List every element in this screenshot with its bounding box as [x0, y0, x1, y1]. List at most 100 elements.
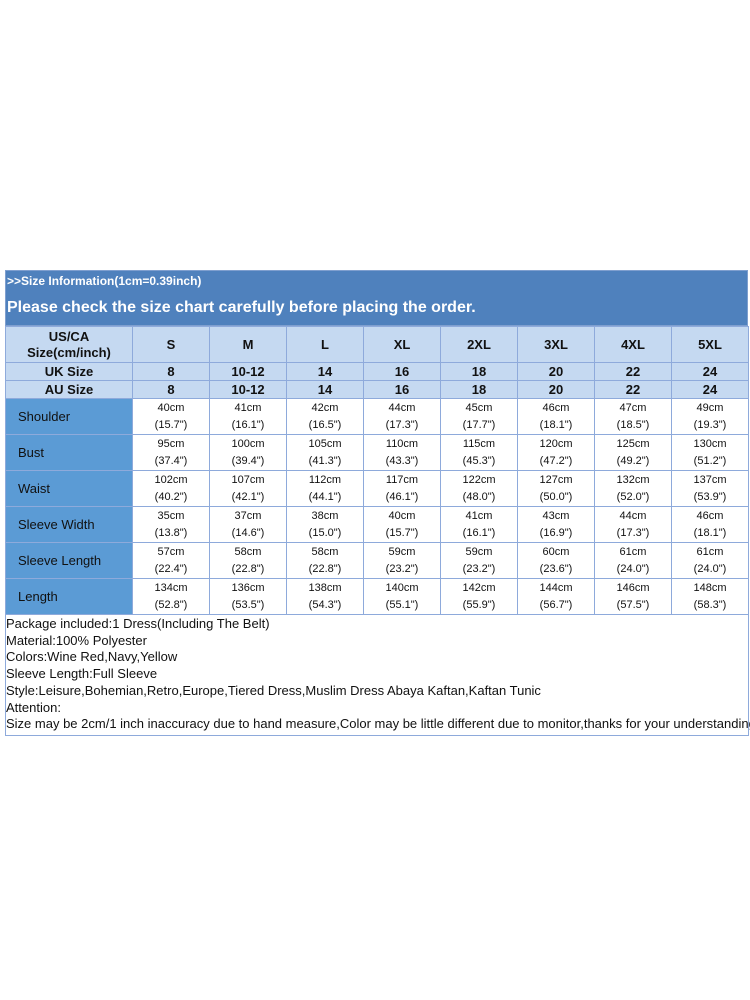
- cm-value: 132cm: [616, 474, 650, 486]
- cm-value: 140cm: [385, 582, 419, 594]
- measure-cell: 140cm (55.1"): [363, 578, 441, 615]
- note-line: Size may be 2cm/1 inch inaccuracy due to…: [6, 716, 750, 732]
- measure-cell: 45cm (17.7"): [440, 398, 518, 435]
- size-value: 24: [671, 362, 749, 381]
- size-value: 8: [132, 362, 210, 381]
- corner-text: Size(cm/inch): [27, 344, 111, 360]
- inch-value: (22.4"): [154, 563, 188, 575]
- size-row: UK Size 8 10-12 14 16 18 20 22 24: [5, 362, 749, 381]
- measure-cell: 59cm (23.2"): [363, 542, 441, 579]
- note-line: Attention:: [6, 699, 61, 715]
- inch-value: (39.4"): [231, 455, 265, 467]
- inch-value: (23.2"): [385, 563, 419, 575]
- measure-cell: 136cm (53.5"): [209, 578, 287, 615]
- cm-value: 57cm: [157, 546, 185, 558]
- inch-value: (47.2"): [539, 455, 573, 467]
- cm-value: 127cm: [539, 474, 573, 486]
- inch-value: (23.2"): [462, 563, 496, 575]
- measure-cell: 127cm (50.0"): [517, 470, 595, 507]
- measure-cell: 134cm (52.8"): [132, 578, 210, 615]
- cm-value: 44cm: [388, 402, 416, 414]
- size-value: 20: [517, 362, 595, 381]
- cm-value: 41cm: [465, 510, 493, 522]
- cm-value: 61cm: [619, 546, 647, 558]
- cm-value: 137cm: [693, 474, 727, 486]
- cm-value: 59cm: [388, 546, 416, 558]
- measure-cell: 40cm (15.7"): [132, 398, 210, 435]
- measure-cell: 47cm (18.5"): [594, 398, 672, 435]
- cm-value: 46cm: [542, 402, 570, 414]
- inch-value: (18.1"): [539, 419, 573, 431]
- inch-value: (43.3"): [385, 455, 419, 467]
- measure-label: Sleeve Width: [5, 506, 133, 543]
- inch-value: (53.5"): [231, 599, 265, 611]
- measure-cell: 44cm (17.3"): [594, 506, 672, 543]
- info-bar: >>Size Information(1cm=0.39inch): [5, 270, 748, 291]
- cm-value: 115cm: [462, 438, 496, 450]
- measure-cell: 137cm (53.9"): [671, 470, 749, 507]
- cm-value: 134cm: [154, 582, 188, 594]
- size-label: UK Size: [5, 362, 133, 381]
- measure-cell: 146cm (57.5"): [594, 578, 672, 615]
- cm-value: 35cm: [157, 510, 185, 522]
- inch-value: (24.0"): [616, 563, 650, 575]
- size-table: US/CA Size(cm/inch) S M L XL 2XL 3XL 4XL 5XL UK Si…: [5, 326, 750, 736]
- inch-value: (46.1"): [385, 491, 419, 503]
- inch-value: (53.9"): [693, 491, 727, 503]
- size-header: 4XL: [594, 326, 672, 363]
- measure-cell: 105cm (41.3"): [286, 434, 364, 471]
- cm-value: 120cm: [539, 438, 573, 450]
- measure-row: Sleeve Length 57cm (22.4") 58cm (22.8") 58cm (…: [5, 542, 749, 579]
- inch-value: (14.6"): [231, 527, 265, 539]
- note-line: Style:Leisure,Bohemian,Retro,Europe,Tier…: [6, 682, 541, 698]
- inch-value: (18.5"): [616, 419, 650, 431]
- measure-cell: 37cm (14.6"): [209, 506, 287, 543]
- inch-value: (18.1"): [693, 527, 727, 539]
- inch-value: (58.3"): [693, 599, 727, 611]
- measure-cell: 41cm (16.1"): [440, 506, 518, 543]
- inch-value: (52.8"): [154, 599, 188, 611]
- cm-value: 100cm: [231, 438, 265, 450]
- measure-cell: 41cm (16.1"): [209, 398, 287, 435]
- inch-value: (15.7"): [385, 527, 419, 539]
- measure-label: Sleeve Length: [5, 542, 133, 579]
- cm-value: 144cm: [539, 582, 573, 594]
- measure-label: Bust: [5, 434, 133, 471]
- inch-value: (41.3"): [308, 455, 342, 467]
- size-row: AU Size 8 10-12 14 16 18 20 22 24: [5, 380, 749, 399]
- measure-cell: 46cm (18.1"): [517, 398, 595, 435]
- note-line: Package included:1 Dress(Including The B…: [6, 616, 270, 631]
- cm-value: 117cm: [385, 474, 419, 486]
- measure-cell: 44cm (17.3"): [363, 398, 441, 435]
- size-value: 20: [517, 380, 595, 399]
- inch-value: (16.5"): [308, 419, 342, 431]
- inch-value: (56.7"): [539, 599, 573, 611]
- size-value: 10-12: [209, 380, 287, 399]
- measure-row: Sleeve Width 35cm (13.8") 37cm (14.6") 38cm (1…: [5, 506, 749, 543]
- note-line: Sleeve Length:Full Sleeve: [6, 666, 158, 682]
- inch-value: (22.8"): [308, 563, 342, 575]
- size-header: 3XL: [517, 326, 595, 363]
- inch-value: (49.2"): [616, 455, 650, 467]
- size-value: 14: [286, 362, 364, 381]
- size-header: S: [132, 326, 210, 363]
- measure-cell: 95cm (37.4"): [132, 434, 210, 471]
- cm-value: 146cm: [616, 582, 650, 594]
- inch-value: (23.6"): [539, 563, 573, 575]
- inch-value: (15.0"): [308, 527, 342, 539]
- inch-value: (16.9"): [539, 527, 573, 539]
- corner-cell: US/CA Size(cm/inch): [5, 326, 133, 363]
- inch-value: (50.0"): [539, 491, 573, 503]
- size-value: 14: [286, 380, 364, 399]
- note-line: Colors:Wine Red,Navy,Yellow: [6, 649, 178, 665]
- notes-cell: Package included:1 Dress(Including The B…: [5, 614, 750, 736]
- cm-value: 125cm: [616, 438, 650, 450]
- cm-value: 142cm: [462, 582, 496, 594]
- inch-value: (55.1"): [385, 599, 419, 611]
- measure-cell: 57cm (22.4"): [132, 542, 210, 579]
- cm-value: 45cm: [465, 402, 493, 414]
- measure-cell: 61cm (24.0"): [671, 542, 749, 579]
- cm-value: 112cm: [308, 474, 342, 486]
- size-value: 22: [594, 380, 672, 399]
- size-value: 24: [671, 380, 749, 399]
